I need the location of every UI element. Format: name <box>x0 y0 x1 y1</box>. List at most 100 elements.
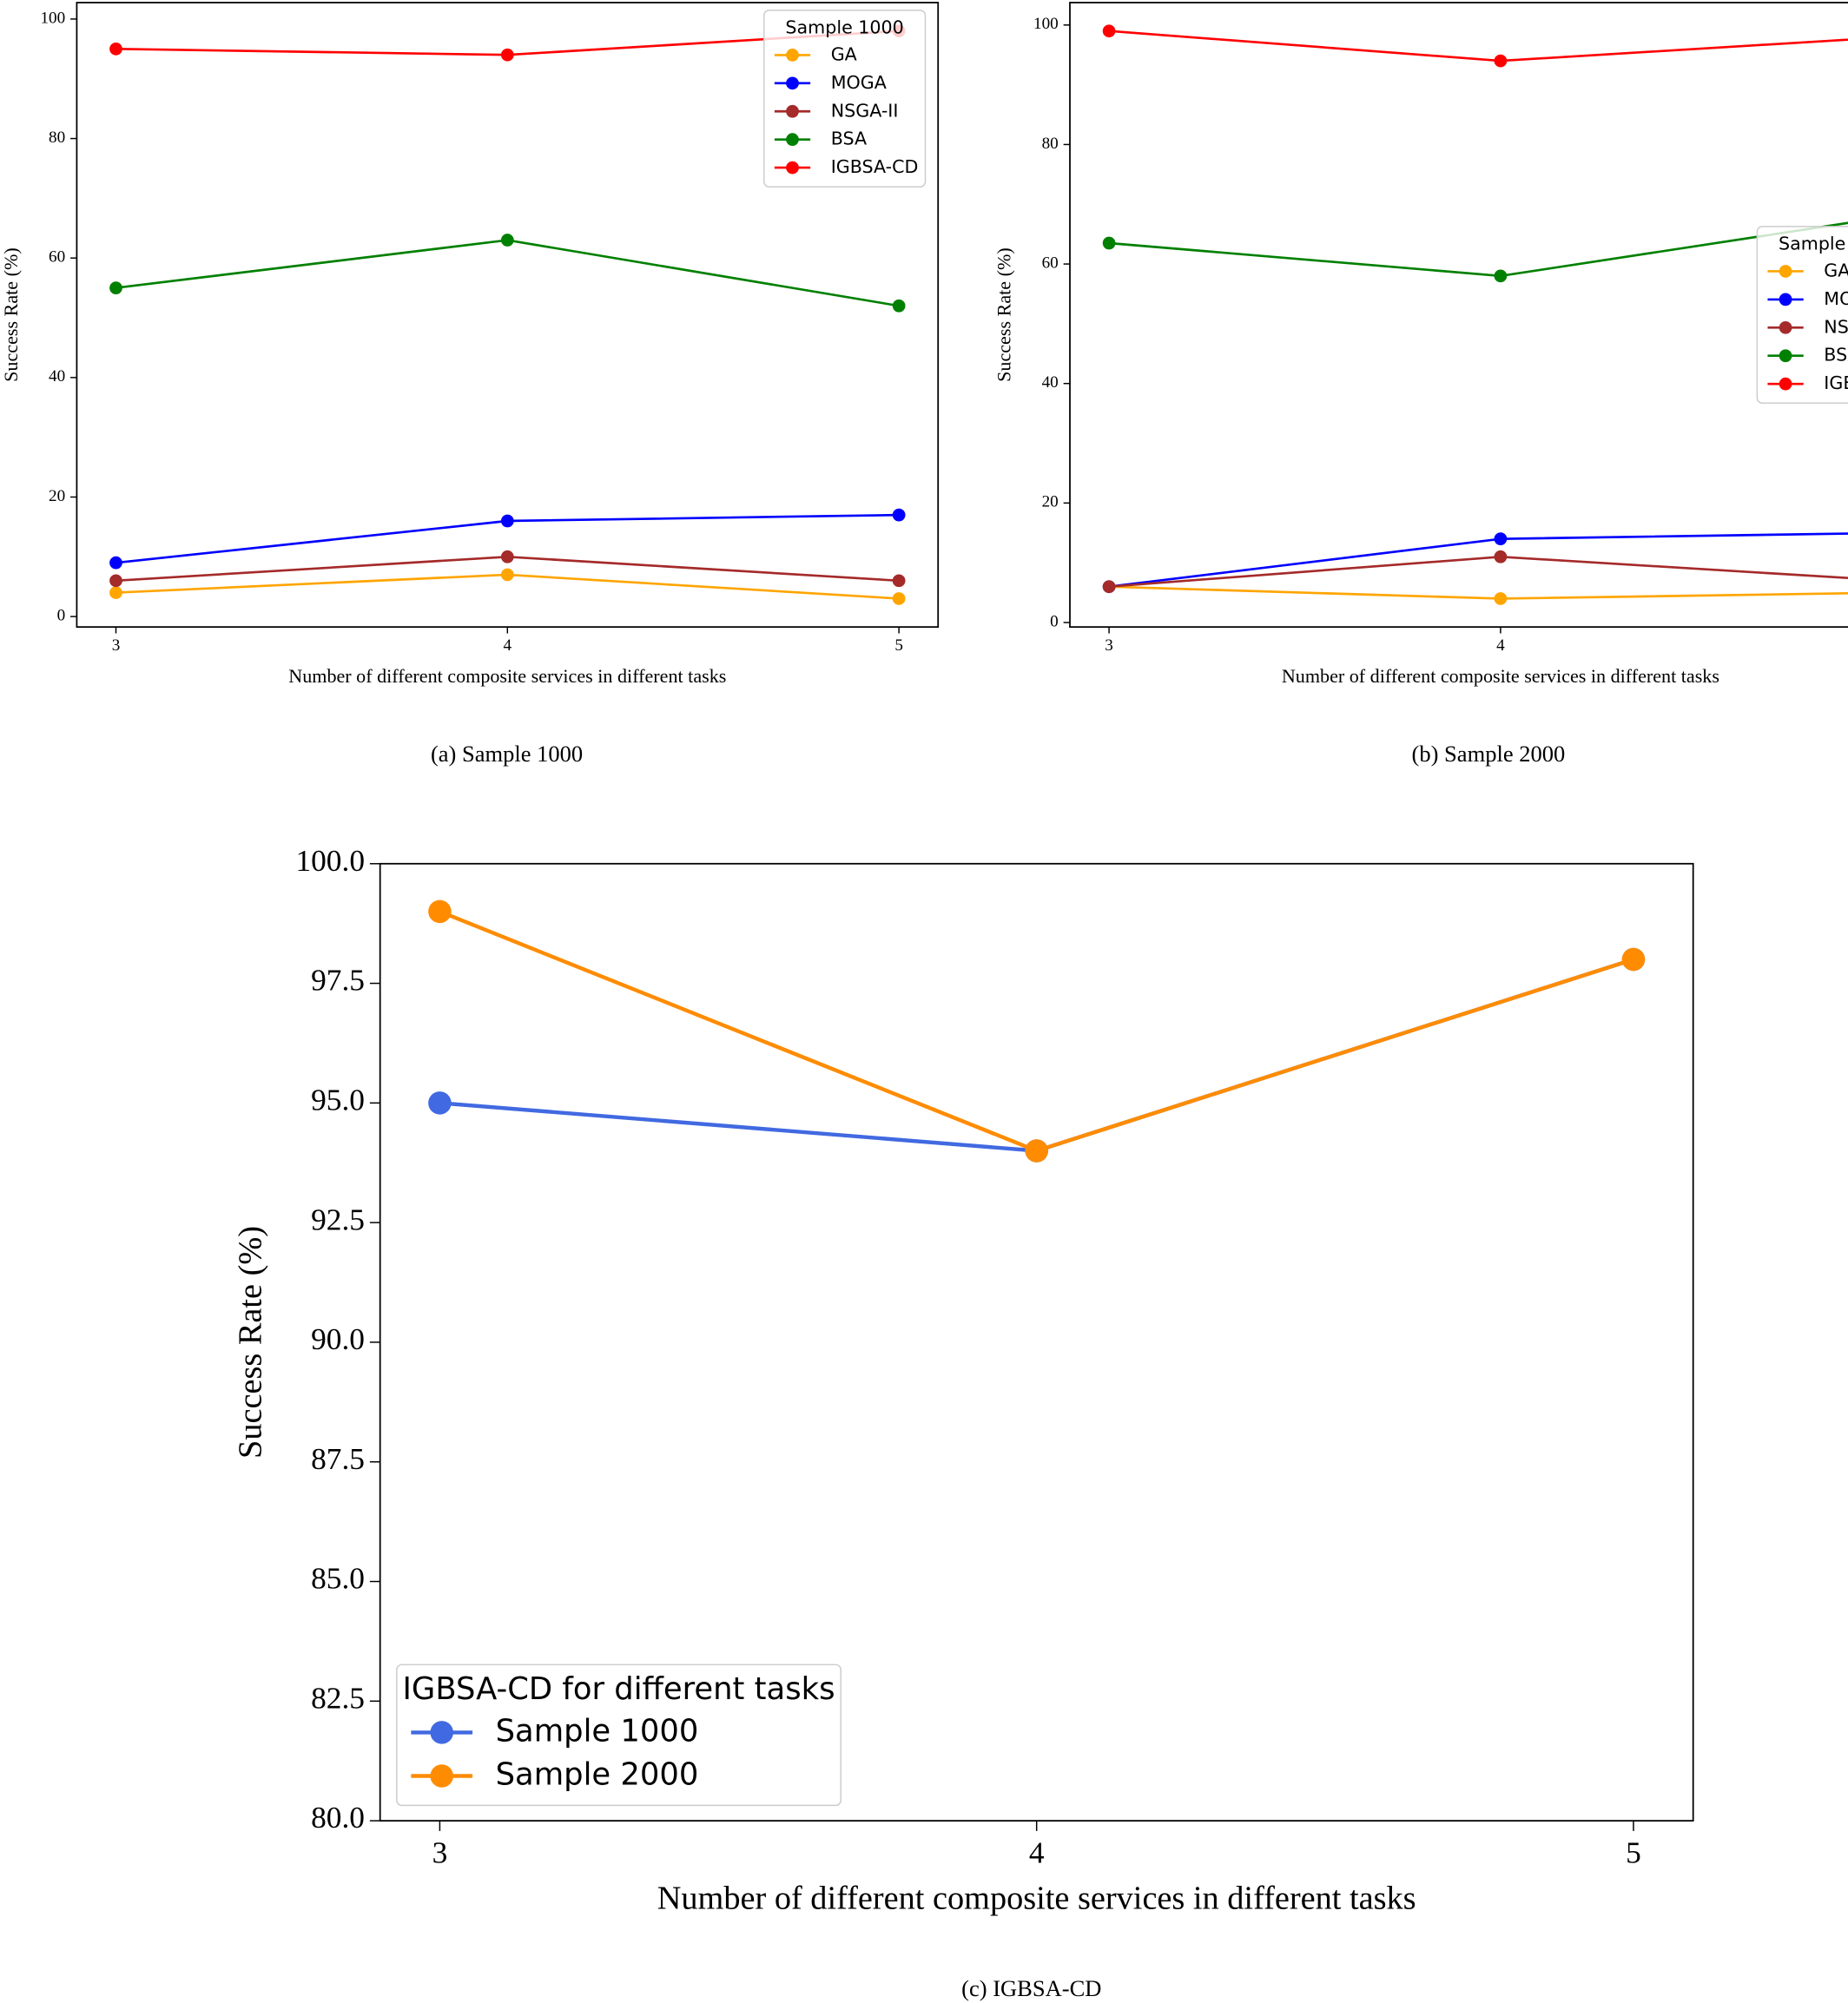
legend-marker <box>786 49 799 62</box>
caption: (a) Sample 1000 <box>431 741 583 767</box>
data-point <box>892 299 906 313</box>
legend-marker <box>1779 265 1792 278</box>
x-tick-label: 4 <box>504 636 512 655</box>
legend-marker <box>430 1721 453 1744</box>
legend-label: BSA <box>831 128 867 149</box>
legend-label: GA <box>831 43 857 64</box>
y-tick-label: 60 <box>1042 254 1059 272</box>
y-tick-label: 95.0 <box>311 1082 365 1117</box>
data-point <box>500 514 514 528</box>
series-line <box>1108 30 1848 63</box>
y-tick-label: 100.0 <box>295 843 365 878</box>
data-point <box>892 508 906 522</box>
x-tick-label: 4 <box>1496 636 1505 655</box>
legend-label: BSA <box>1824 345 1848 366</box>
y-tick-label: 82.5 <box>311 1680 365 1715</box>
data-point <box>1494 269 1508 283</box>
y-tick-label: 90.0 <box>311 1321 365 1356</box>
x-axis-label: Number of different composite services i… <box>288 665 726 687</box>
legend-label: MOGA <box>1824 288 1848 309</box>
data-point <box>428 899 452 924</box>
plot-frame <box>1069 2 1848 629</box>
plot-frame <box>379 862 1694 1822</box>
y-tick-label: 87.5 <box>311 1441 365 1476</box>
y-tick-label: 80 <box>1042 135 1059 153</box>
y-axis-label: Success Rate (%) <box>0 247 22 382</box>
data-point <box>1102 24 1116 38</box>
y-tick-label: 80 <box>49 128 65 147</box>
data-point <box>1494 532 1508 546</box>
legend-box <box>396 1664 842 1807</box>
data-point <box>1621 947 1646 972</box>
y-tick-label: 60 <box>49 248 65 267</box>
legend-label: NSGA-II <box>1824 316 1848 337</box>
y-axis-label: Success Rate (%) <box>993 247 1014 382</box>
series-line <box>439 957 1634 1153</box>
y-tick-label: 92.5 <box>311 1202 365 1236</box>
x-tick-label: 5 <box>894 636 903 655</box>
y-tick-label: 20 <box>49 487 65 505</box>
data-point <box>1025 1139 1048 1163</box>
data-point <box>109 42 122 56</box>
legend-label: GA <box>1824 260 1848 280</box>
legend-label: NSGA-II <box>831 100 899 121</box>
data-point <box>500 234 514 247</box>
legend-label: IGBSA-CD <box>831 156 919 177</box>
legend-marker <box>430 1764 453 1788</box>
caption: (c) IGBSA-CD <box>961 1975 1101 2001</box>
plot-frame <box>76 2 940 629</box>
y-tick-label: 40 <box>49 367 65 385</box>
legend-marker <box>786 133 799 147</box>
data-point <box>500 568 514 582</box>
data-point <box>428 1091 452 1115</box>
y-tick-label: 40 <box>1042 373 1059 392</box>
legend-label: MOGA <box>831 72 887 93</box>
y-tick-label: 0 <box>57 606 66 624</box>
legend-marker <box>786 161 799 175</box>
x-tick-label: 4 <box>1029 1835 1045 1869</box>
data-point <box>1102 580 1116 594</box>
legend-marker <box>1779 293 1792 306</box>
legend-title: IGBSA-CD for different tasks <box>403 1671 835 1707</box>
legend-marker <box>786 76 799 90</box>
x-tick-label: 3 <box>112 636 121 655</box>
legend-label: IGBSA-CD <box>1824 372 1848 393</box>
x-tick-label: 3 <box>432 1835 448 1869</box>
series-line <box>116 239 900 307</box>
data-point <box>892 574 906 588</box>
y-tick-label: 0 <box>1050 612 1059 630</box>
legend-marker <box>1779 320 1792 334</box>
legend-marker <box>786 104 799 118</box>
data-point <box>500 48 514 62</box>
series-line <box>1108 555 1848 589</box>
data-point <box>892 592 906 605</box>
data-point <box>500 550 514 563</box>
legend-title: Sample 1000 <box>785 16 903 37</box>
y-tick-label: 100 <box>1033 15 1059 33</box>
data-point <box>1494 54 1508 68</box>
x-axis-label: Number of different composite services i… <box>1282 665 1719 687</box>
series-line <box>1109 585 1848 600</box>
series-line <box>1108 221 1848 278</box>
x-tick-label: 3 <box>1105 636 1113 655</box>
legend-marker <box>1779 349 1792 363</box>
y-tick-label: 100 <box>40 9 65 27</box>
legend-label: Sample 2000 <box>496 1757 699 1793</box>
caption: (b) Sample 2000 <box>1412 741 1566 767</box>
data-point <box>1494 592 1508 605</box>
series-line <box>439 909 1634 1153</box>
y-tick-label: 80.0 <box>311 1800 365 1835</box>
y-tick-label: 20 <box>1042 493 1059 511</box>
y-axis-label: Success Rate (%) <box>233 1226 269 1459</box>
x-tick-label: 5 <box>1626 1835 1641 1869</box>
data-point <box>1494 550 1508 563</box>
x-axis-label: Number of different composite services i… <box>657 1881 1416 1917</box>
data-point <box>109 281 122 294</box>
data-point <box>109 586 122 599</box>
data-point <box>1102 236 1116 250</box>
legend-marker <box>1779 377 1792 391</box>
legend-title: Sample 2000 <box>1779 234 1848 254</box>
data-point <box>109 556 122 570</box>
